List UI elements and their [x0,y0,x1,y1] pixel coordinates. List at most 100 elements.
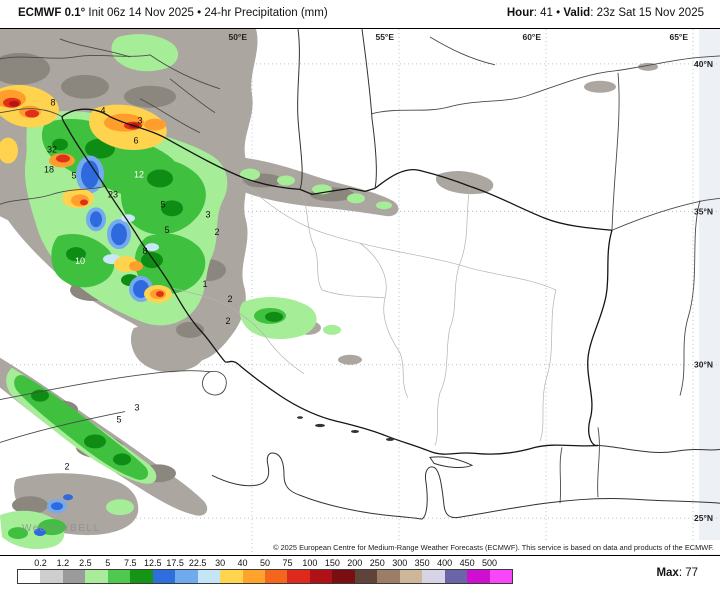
legend-segment [399,570,423,583]
legend-segment [85,570,108,583]
model-subtitle: Init 06z 14 Nov 2025 • 24-hr Precipitati… [85,7,328,19]
valid-label: Valid [563,7,591,19]
parallel-label: 25°N [694,513,713,523]
legend-segment [18,570,41,583]
legend-tick-label: 450 [459,558,475,568]
legend-tick-label: 100 [302,558,318,568]
legend-segment [467,570,490,583]
legend-segment [175,570,198,583]
meridian-label: 60°E [522,32,541,42]
parallel-label: 35°N [694,206,713,216]
precip-value: 2 [64,461,69,471]
legend-tick-label: 75 [282,558,293,568]
attribution: © 2025 European Centre for Medium-Range … [273,540,720,555]
legend-segment [62,570,86,583]
legend-segment [197,570,221,583]
max-value: Max: 77 [656,567,698,579]
precip-value: 3 [134,403,139,413]
legend-segment [309,570,333,583]
precip-value: 3 [137,116,142,126]
legend-tick-label: 17.5 [166,558,184,568]
legend-bar [17,569,513,584]
legend-tick-label: 22.5 [188,558,207,568]
parallel-label: 30°N [694,360,713,370]
legend-segment [220,570,243,583]
legend-tick-label: 1.2 [56,558,70,568]
legend-tick-label: 500 [482,558,498,568]
legend-tick-label: 7.5 [124,558,137,568]
weatherbell-watermark: WeatherBELL [22,523,101,534]
precip-value: 32 [47,145,57,155]
max-label: Max [656,567,679,579]
legend-segment [377,570,400,583]
meridian-label: 65°E [669,32,688,42]
max-number: : 77 [678,567,698,579]
legend-tick-label: 350 [414,558,430,568]
precip-value: 10 [75,256,85,266]
precip-value: 18 [44,164,54,174]
legend: 0.2 1.2 2.5 5 7.5 12.5 17.5 22.5 30 40 50 75 100 150 2… [0,556,720,591]
legend-tick-label: 2.5 [79,558,92,568]
precip-value: 1 [202,279,207,289]
precip-value: 2 [225,316,230,326]
precip-value: 5 [71,170,76,180]
precip-shading [0,29,658,549]
precip-value: 8 [142,246,147,256]
legend-tick-label: 50 [259,558,271,568]
legend-segment [422,570,445,583]
precipitation-map: 50°E 55°E 60°E 65°E40°N35°N30°N25°N 8436321… [0,29,720,555]
map-frame: 50°E 55°E 60°E 65°E 40°N 35°N 30°N 25°N 8 4 3 6 32 1… [0,28,720,556]
legend-tick-label: 200 [347,558,363,568]
precip-value: 2 [214,227,219,237]
map-edge-tint [699,29,720,555]
valid-value: : 23z Sat 15 Nov 2025 [590,7,704,19]
hour-value: : 41 • [533,7,564,19]
precip-value: 6 [133,136,138,146]
model-name: ECMWF 0.1° [18,7,86,19]
legend-segment [152,570,176,583]
legend-segment [107,570,131,583]
legend-segment [444,570,468,583]
legend-segment [354,570,378,583]
legend-segment [264,570,288,583]
province-borders [171,178,557,446]
precip-value: 2 [227,294,232,304]
coastlines [211,29,720,520]
legend-tick-label: 300 [392,558,408,568]
precip-value: 4 [100,106,105,116]
graticule-labels: 50°E 55°E 60°E 65°E 40°N 35°N 30°N 25°N [228,32,713,523]
islands [297,416,394,441]
legend-segment [332,570,355,583]
meridian-label: 50°E [228,32,247,42]
legend-tick-label: 0.2 [34,558,47,568]
legend-tick-label: 30 [215,558,226,568]
precip-value: 12 [134,169,144,179]
precip-value: 5 [160,199,165,209]
legend-ticks: 0.2 1.2 2.5 5 7.5 12.5 17.5 22.5 30 40 50 75 100 150 2… [0,558,720,568]
precip-value: 23 [108,189,118,199]
hour-label: Hour [506,7,534,19]
precip-value: 5 [116,415,121,425]
iran-border [61,108,613,455]
legend-segment [242,570,265,583]
legend-segment [489,570,512,583]
legend-segment [130,570,153,583]
valid-time: Hour: 41 • Valid: 23z Sat 15 Nov 2025 [507,7,704,19]
meridian-label: 55°E [375,32,394,42]
legend-tick-label: 400 [437,558,453,568]
legend-tick-label: 40 [237,558,248,568]
legend-segment [287,570,310,583]
legend-tick-label: 250 [369,558,385,568]
attribution-text: © 2025 European Centre for Medium-Range … [273,543,714,552]
parallel-label: 40°N [694,59,713,69]
legend-tick-label: 12.5 [143,558,162,568]
precip-value: 3 [205,209,210,219]
header: ECMWF 0.1° Init 06z 14 Nov 2025 • 24-hr … [0,0,720,28]
legend-tick-label: 150 [324,558,340,568]
precip-value: 8 [50,98,55,108]
country-borders [0,36,720,504]
precip-value: 5 [164,225,169,235]
legend-segment [40,570,63,583]
